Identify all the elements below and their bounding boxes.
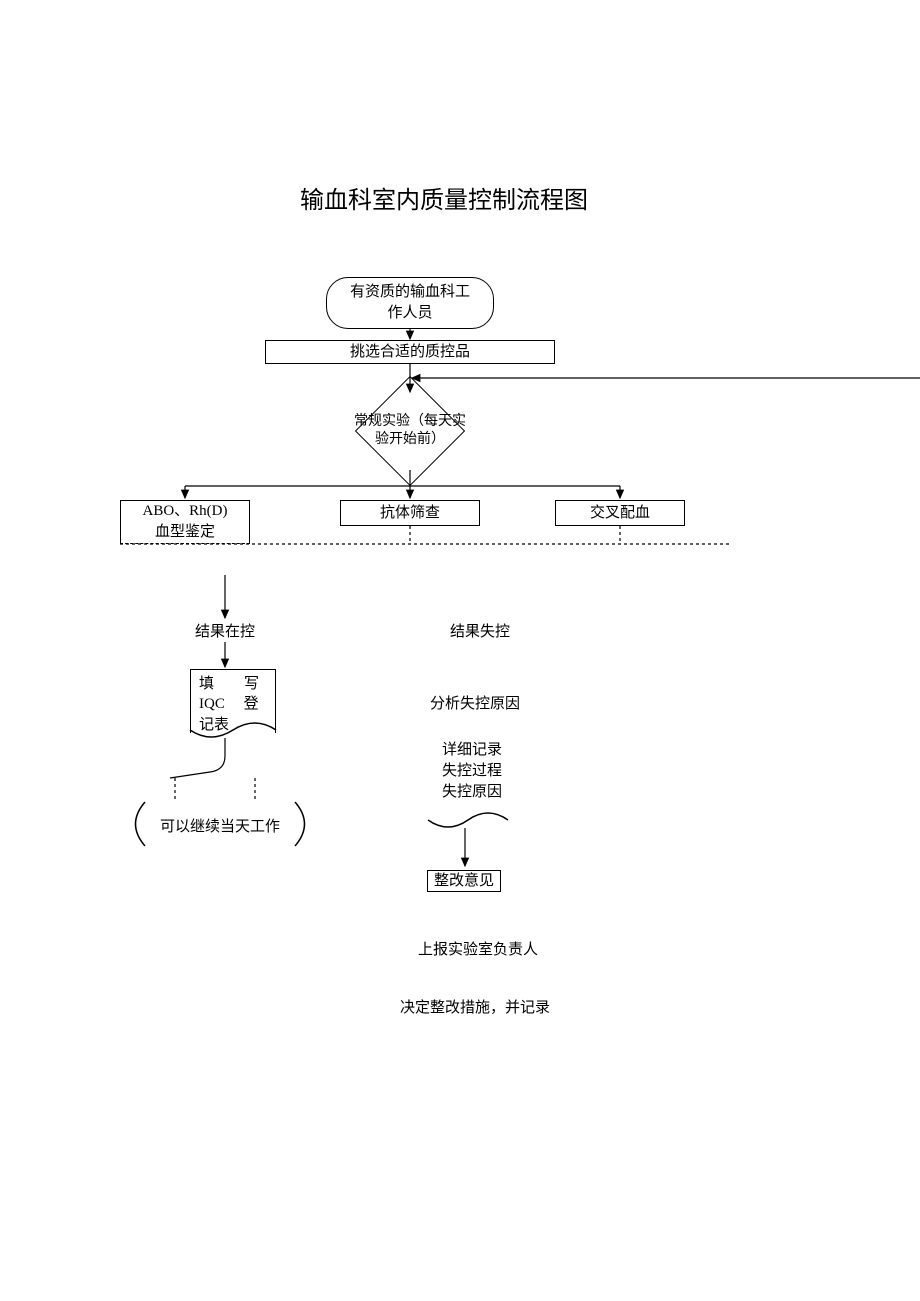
detail-line1: 详细记录 <box>442 742 502 758</box>
start-line2: 作人员 <box>387 305 432 321</box>
correction-node: 整改意见 <box>427 870 501 892</box>
page-title: 输血科室内质量控制流程图 <box>300 180 588 215</box>
select-qc-label: 挑选合适的质控品 <box>350 342 470 363</box>
detail-line2: 失控过程 <box>442 763 502 779</box>
start-node: 有资质的输血科工 作人员 <box>326 277 494 329</box>
iqc-form-node: 填 写 IQC 登 记表 <box>190 669 276 733</box>
select-qc-node: 挑选合适的质控品 <box>265 340 555 364</box>
iqc-line1: 填 写 <box>199 676 259 692</box>
start-line1: 有资质的输血科工 <box>350 284 470 300</box>
abo-line1: ABO、Rh(D) <box>143 503 228 519</box>
report-label: 上报实验室负责人 <box>418 940 538 961</box>
decide-label: 决定整改措施，并记录 <box>400 998 550 1019</box>
detail-line3: 失控原因 <box>442 784 502 800</box>
antibody-label: 抗体筛查 <box>380 503 440 524</box>
crossmatch-label: 交叉配血 <box>590 503 650 524</box>
routine-line2: 验开始前） <box>375 432 445 447</box>
crossmatch-node: 交叉配血 <box>555 500 685 526</box>
in-control-label: 结果在控 <box>195 622 255 643</box>
iqc-line2: IQC 登 <box>199 696 259 712</box>
analyze-label: 分析失控原因 <box>430 694 520 715</box>
continue-label: 可以继续当天工作 <box>160 815 280 836</box>
detail-label: 详细记录 失控过程 失控原因 <box>442 740 502 803</box>
antibody-node: 抗体筛查 <box>340 500 480 526</box>
abo-line2: 血型鉴定 <box>155 524 215 540</box>
abo-node: ABO、Rh(D) 血型鉴定 <box>120 500 250 544</box>
iqc-line3: 记表 <box>199 717 229 733</box>
routine-decision: 常规实验（每天实 验开始前） <box>352 396 468 466</box>
correction-label: 整改意见 <box>434 871 494 892</box>
out-control-label: 结果失控 <box>450 622 510 643</box>
routine-line1: 常规实验（每天实 <box>354 414 466 429</box>
continue-terminal: 可以继续当天工作 <box>130 803 310 847</box>
